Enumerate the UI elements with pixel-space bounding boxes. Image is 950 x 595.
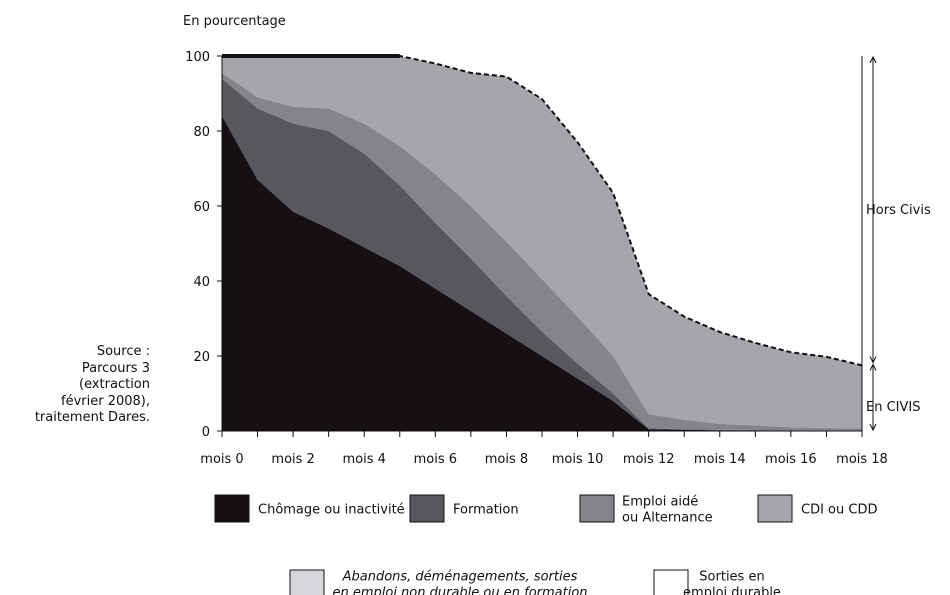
arrow-head <box>869 363 877 371</box>
legend-label: CDI ou CDD <box>801 503 877 518</box>
x-tick-label: mois 14 <box>694 452 746 467</box>
source-line: (extraction <box>79 377 150 392</box>
legend-swatch <box>289 569 325 595</box>
y-tick-label: 40 <box>193 275 210 290</box>
x-tick-label: mois 8 <box>485 452 528 467</box>
source-line: Source : <box>96 344 150 359</box>
range-label: En CIVIS <box>866 400 920 415</box>
legend-label: Sorties en emploi durable <box>683 570 781 595</box>
source-note: Source : Parcours 3 (extraction février … <box>22 344 150 427</box>
y-tick-label: 0 <box>202 425 210 440</box>
area-sorties-en <box>222 54 862 366</box>
area-emploi-aide <box>222 72 862 431</box>
legend-swatch <box>653 569 689 595</box>
y-tick-label: 60 <box>193 200 210 215</box>
source-line: février 2008), <box>61 393 150 409</box>
x-tick-label: mois 4 <box>343 452 386 467</box>
arrow-head <box>869 55 877 64</box>
area-cdi-ou-cdd <box>222 56 862 429</box>
legend-swatch <box>409 494 445 523</box>
legend-label: Chômage ou inactivité <box>258 503 405 518</box>
legend-swatch <box>579 494 615 523</box>
source-line: traitement Dares. <box>34 410 150 425</box>
y-axis-label: En pourcentage <box>183 14 286 29</box>
source-line: Parcours 3 <box>81 360 150 376</box>
x-tick-label: mois 2 <box>271 452 314 467</box>
legend-label: Abandons, déménagements, sorties en emplo… <box>332 570 587 595</box>
arrow-head <box>869 423 877 432</box>
y-tick-label: 20 <box>193 350 210 365</box>
range-label: Hors Civis <box>866 203 931 218</box>
x-tick-label: mois 18 <box>836 452 888 467</box>
x-tick-label: mois 16 <box>765 452 817 467</box>
x-tick-label: mois 0 <box>200 452 243 467</box>
legend-swatch <box>757 494 793 523</box>
legend-swatch <box>214 494 250 523</box>
legend-label: Emploi aidé ou Alternance <box>622 495 713 526</box>
x-tick-label: mois 12 <box>623 452 675 467</box>
arrow-head <box>869 356 877 364</box>
x-tick-label: mois 10 <box>552 452 604 467</box>
x-tick-label: mois 6 <box>414 452 457 467</box>
legend-label: Formation <box>453 503 519 518</box>
y-tick-label: 100 <box>185 50 210 65</box>
area-chomage-ou-inactivite <box>222 116 862 431</box>
y-tick-label: 80 <box>193 125 210 140</box>
